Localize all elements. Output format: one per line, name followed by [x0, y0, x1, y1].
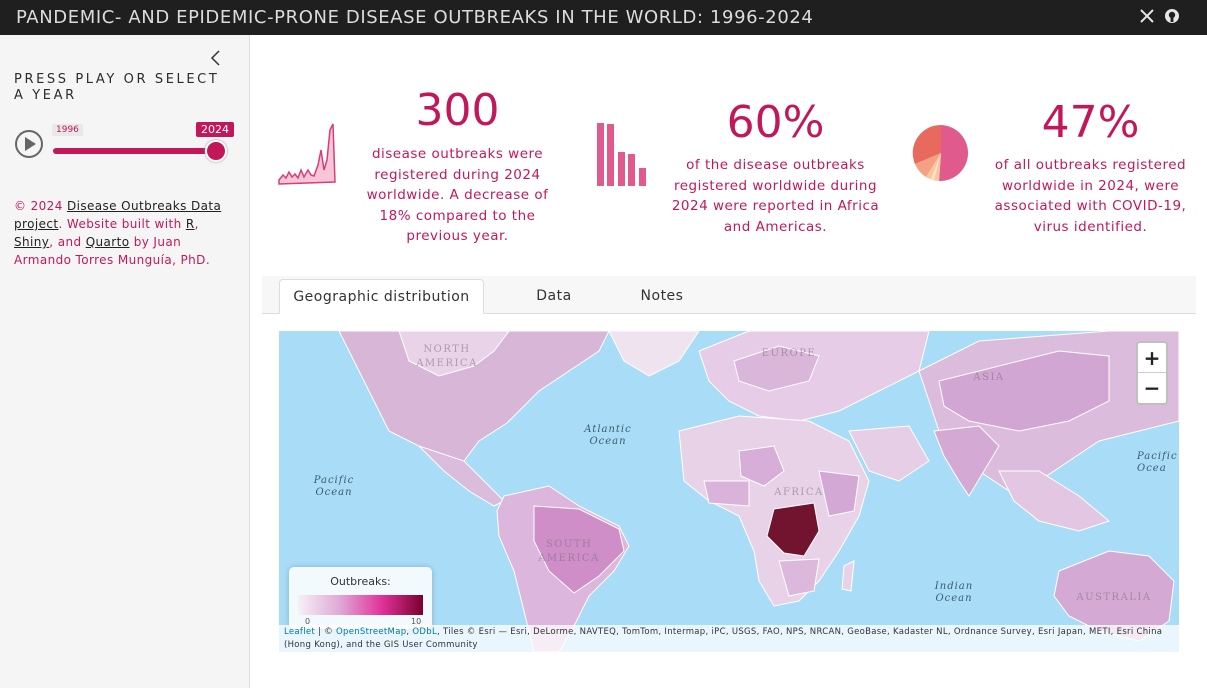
north-america-label: NORTH AMERICA: [416, 344, 478, 369]
stat-desc-covid: of all outbreaks registered worldwide in…: [994, 157, 1187, 235]
top-navbar: PANDEMIC- AND EPIDEMIC-PRONE DISEASE OUT…: [0, 0, 1207, 35]
south-america-label: SOUTH AMERICA: [538, 539, 600, 564]
project-link[interactable]: Disease Outbreaks Data project: [14, 199, 222, 231]
stat-desc-outbreaks: disease outbreaks were registered during…: [366, 146, 549, 244]
r-link[interactable]: R: [185, 217, 195, 231]
tab-bar: Geographic distribution Data Notes: [262, 276, 1196, 314]
north-america-shape: [338, 331, 610, 462]
odbl-link[interactable]: ODbL: [412, 627, 437, 637]
tab-geographic-distribution[interactable]: Geographic distribution: [279, 279, 484, 314]
sidebar-title: PRESS PLAY OR SELECT A YEAR: [14, 72, 220, 103]
credit-suffix: by Juan Armando Torres Munguía, PhD.: [14, 235, 211, 267]
credit-prefix: © 2024: [14, 199, 67, 213]
stat-desc-regions: of the disease outbreaks registered worl…: [671, 157, 880, 235]
osm-link[interactable]: OpenStreetMap: [336, 627, 407, 637]
tab-data[interactable]: Data: [536, 288, 572, 304]
attrib-sep2: ,: [406, 627, 413, 637]
credit-mid: . Website built with: [58, 217, 186, 231]
pacific-ocean-label-right: Pacific Ocea: [1137, 451, 1178, 474]
europe-label: EUROPE: [761, 348, 817, 359]
legend-title: Outbreaks:: [330, 575, 391, 588]
asia-label: ASIA: [973, 372, 1005, 383]
indian-ocean-label: Indian Ocean: [934, 581, 974, 604]
shiny-link[interactable]: Shiny: [14, 235, 50, 249]
quarto-link[interactable]: Quarto: [85, 235, 130, 249]
year-slider-track[interactable]: [53, 148, 215, 154]
tab-notes[interactable]: Notes: [640, 288, 684, 304]
slider-value-label: 2024: [196, 122, 234, 137]
attrib-sep1: | ©: [315, 627, 337, 637]
sidebar: PRESS PLAY OR SELECT A YEAR 1996 2024 © …: [0, 35, 250, 688]
github-icon[interactable]: [1163, 8, 1181, 26]
bar-chart-icon: [597, 123, 646, 186]
leaflet-link[interactable]: Leaflet: [284, 627, 316, 637]
stat-value-regions: 60%: [726, 97, 825, 148]
choropleth-map[interactable]: Pacific Ocean Atlantic Ocean Indian Ocea…: [279, 331, 1179, 652]
zoom-control: + −: [1136, 341, 1168, 405]
credit-text: © 2024 Disease Outbreaks Data project. W…: [14, 197, 236, 269]
attrib-rest: , Tiles © Esri — Esri, DeLorme, NAVTEQ, …: [284, 627, 1163, 650]
page-title: PANDEMIC- AND EPIDEMIC-PRONE DISEASE OUT…: [16, 7, 814, 28]
zoom-in-button[interactable]: +: [1138, 343, 1166, 373]
world-map-shapes: [338, 331, 1179, 652]
pie-chart-icon: [912, 124, 969, 182]
sparkline-icon: [278, 123, 336, 185]
year-slider-handle[interactable]: [205, 140, 227, 162]
play-button[interactable]: [14, 129, 44, 159]
legend-max: 10: [411, 617, 422, 626]
stat-value-covid: 47%: [1041, 97, 1140, 148]
legend-gradient: [298, 595, 423, 615]
map-legend: Outbreaks: 0 10: [289, 567, 432, 629]
credit-and: , and: [49, 235, 86, 249]
europe-shape: [698, 331, 930, 422]
credit-comma: ,: [194, 217, 199, 231]
x-twitter-icon[interactable]: [1138, 8, 1156, 26]
slider-min-label: 1996: [52, 124, 83, 136]
dr-congo-shape: [766, 502, 820, 557]
collapse-sidebar-icon[interactable]: [208, 49, 224, 67]
stat-value-outbreaks: 300: [415, 85, 500, 136]
atlantic-ocean-label: Atlantic Ocean: [584, 424, 632, 447]
australia-label: AUSTRALIA: [1076, 592, 1152, 603]
africa-label: AFRICA: [774, 487, 824, 498]
zoom-out-button[interactable]: −: [1143, 376, 1161, 400]
legend-min: 0: [305, 617, 311, 626]
pacific-ocean-label-left: Pacific Ocean: [313, 475, 355, 498]
map-attribution: Leaflet | © OpenStreetMap, ODbL, Tiles ©…: [279, 625, 1179, 652]
